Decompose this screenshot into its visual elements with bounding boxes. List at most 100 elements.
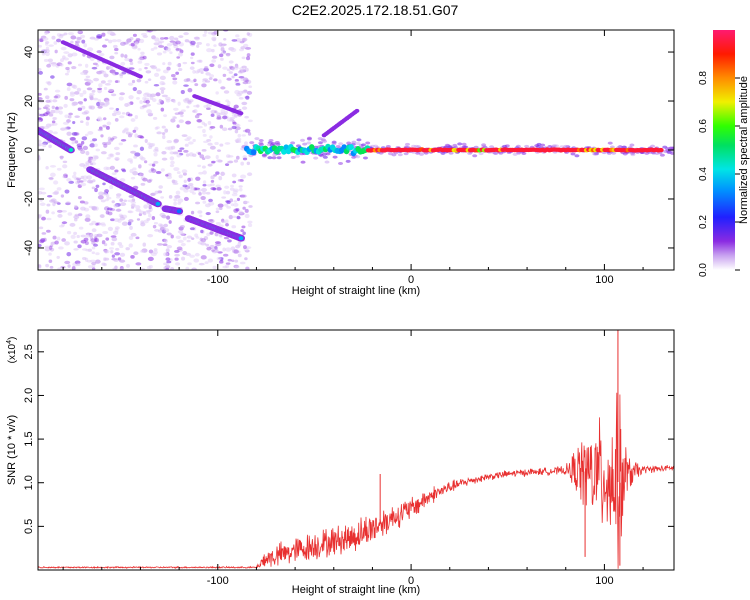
spectrogram-noise-cell [219,143,224,147]
spectrogram-noise-cell [76,39,81,44]
spectrogram-noise-cell [73,91,80,95]
spectrogram-noise-cell [74,115,80,119]
spectrogram-noise-cell [119,178,126,182]
spectrogram-noise-cell [172,99,176,104]
spectrogram-noise-cell [107,226,114,232]
spectrogram-noise-cell [159,87,166,91]
spectrogram-noise-cell [181,134,188,137]
spectrogram-noise-cell [178,119,184,124]
spectrogram-noise-cell [183,84,189,87]
spectrogram-noise-cell [193,109,198,114]
spectrogram-noise-cell [174,112,180,115]
spectrogram-noise-cell [64,260,71,265]
spectrogram-noise-cell [45,46,50,51]
spectrogram-noise-cell [45,99,51,103]
spectrogram-noise-cell [101,262,106,266]
spectrogram-carrier-halo [629,143,635,147]
spectrogram-noise-cell [154,190,159,195]
spectrogram-noise-cell [127,113,133,117]
spectrogram-noise-cell [161,94,168,98]
spectrogram-noise-cell [80,140,85,145]
spectrogram-noise-cell [130,255,135,259]
spectrogram-noise-cell [166,43,173,47]
spectrogram-noise-cell [107,136,112,141]
spectrogram-noise-cell [66,131,72,136]
spectrogram-noise-cell [214,110,218,114]
spectrogram-noise-cell [193,78,197,83]
spectrogram-noise-cell [165,248,170,253]
spectrogram-noise-cell [69,98,75,102]
spectrogram-noise-cell [209,231,214,235]
spectrogram-noise-cell [219,124,224,129]
spectrogram-noise-cell [217,251,223,254]
spectrogram-noise-cell [132,170,138,176]
spectrogram-noise-cell [61,221,68,224]
spectrogram-noise-cell [224,264,230,269]
spectrogram-noise-cell [51,105,55,110]
colorbar-tick-label: 0.2 [698,215,709,229]
spectrogram-noise-cell [215,222,221,225]
spectrogram-noise-cell [233,200,238,203]
spectrogram-noise-cell [237,179,243,182]
spectrogram-noise-cell [234,89,240,95]
spectrogram-noise-cell [205,191,211,195]
spectrogram-noise-cell [173,107,179,111]
spectrogram-noise-cell [97,128,103,132]
spectrogram-carrier-halo [365,141,371,145]
spectrogram-noise-cell [193,36,200,40]
spectrogram-noise-cell [114,52,119,55]
spectrogram-noise-cell [139,172,145,176]
colorbar-ticks: 0.0 0.2 0.4 0.6 0.8 [698,71,740,277]
spectrogram-noise-cell [46,203,51,207]
spectrogram-noise-cell [121,169,127,173]
spectrogram-noise-cell [80,149,86,155]
spectrogram-noise-cell [113,204,119,208]
spectrogram-noise-cell [38,44,43,48]
spectrogram-carrier-halo [261,153,267,157]
spectrogram-noise-cell [39,113,46,117]
spectrogram-noise-cell [45,51,50,57]
spectrogram-noise-cell [148,112,154,116]
spectrogram-noise-cell [241,90,248,94]
spectrogram-noise-cell [211,59,217,63]
spectrogram-noise-cell [147,233,154,238]
spectrogram-noise-cell [135,205,141,210]
spectrogram-noise-cell [218,175,223,181]
spectrogram-noise-cell [103,117,107,121]
spectrogram-noise-cell [222,247,226,252]
spectrogram-noise-cell [125,131,131,135]
spectrogram-noise-cell [224,185,230,189]
spectrogram-noise-cell [241,101,248,106]
spectrogram-noise-cell [220,51,227,55]
spectrogram-noise-cell [127,199,134,203]
spectrogram-noise-cell [159,37,165,40]
snr-xtick-label: 100 [595,575,613,587]
spectrogram-noise-cell [216,187,222,191]
spectrogram-noise-cell [65,66,70,71]
spectrogram-noise-cell [242,81,249,85]
spectrogram-noise-cell [164,146,171,150]
spectrogram-noise-cell [66,230,72,235]
spectrogram-noise-cell [130,176,136,180]
spectrogram-noise-cell [209,135,213,139]
snr-ytick-label: 2.5 [23,344,35,359]
spectrogram-noise-cell [77,213,83,217]
spectrogram-noise-cell [80,206,86,211]
spectrogram-noise-cell [186,235,193,239]
spectrogram-carrier-halo [473,145,479,149]
spectrogram-noise-cell [52,116,58,120]
spectrogram-carrier-halo [448,151,454,155]
spectrogram-noise-cell [209,126,216,129]
spectrogram-noise-cell [127,102,131,107]
spectrogram-noise-cell [120,41,126,46]
spectrogram-noise-cell [220,57,224,61]
spectrogram-noise-cell [165,96,171,101]
spectrogram-noise-cell [229,187,235,191]
snr-xlabel: Height of straight line (km) [292,584,420,596]
spectrogram-carrier-halo [362,156,368,160]
spectrogram-noise-cell [216,112,221,117]
spectrogram-carrier-halo [472,154,478,158]
spectrogram-noise-cell [238,185,243,188]
spectrogram-noise-cell [166,175,173,180]
